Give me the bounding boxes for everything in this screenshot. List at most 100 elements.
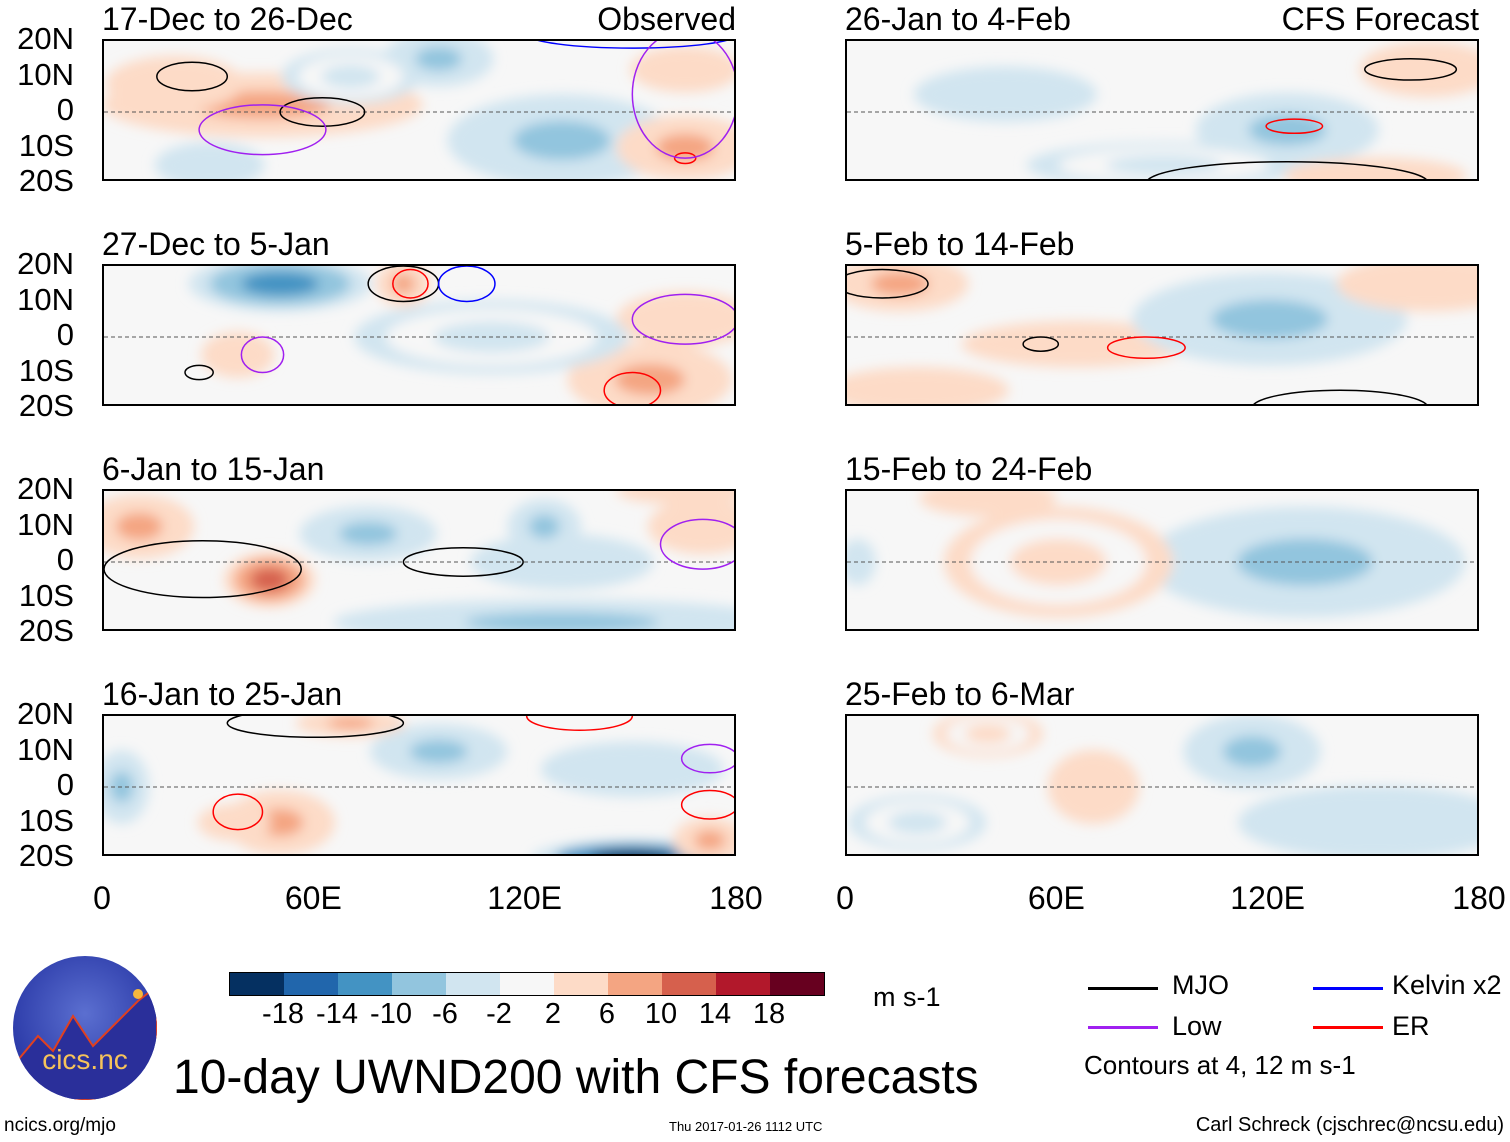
colorbar bbox=[229, 972, 825, 996]
panel-title: 27-Dec to 5-Jan bbox=[102, 226, 330, 262]
map-plot bbox=[845, 489, 1479, 631]
colorbar-tick-label: 2 bbox=[544, 998, 562, 1030]
anomaly-region bbox=[1222, 735, 1282, 768]
anomaly-region bbox=[339, 521, 398, 546]
lat-tick-label: 10N bbox=[17, 731, 74, 767]
contour-mjo bbox=[1364, 58, 1458, 81]
anomaly-region bbox=[694, 830, 726, 851]
anomaly-region bbox=[615, 363, 685, 396]
column-header: CFS Forecast bbox=[1281, 1, 1479, 37]
anomaly-region bbox=[966, 82, 1045, 106]
anomaly-region bbox=[656, 491, 715, 497]
anomaly-region bbox=[186, 155, 233, 176]
lat-tick-label: 20N bbox=[17, 246, 74, 281]
contour-er bbox=[212, 793, 264, 831]
colorbar-swatch bbox=[230, 973, 284, 995]
panel-title: 26-Jan to 4-Feb bbox=[845, 1, 1071, 37]
figure-title: 10-day UWND200 with CFS forecasts bbox=[173, 1051, 979, 1104]
colorbar-swatch bbox=[554, 973, 608, 995]
anomaly-region bbox=[241, 272, 319, 296]
anomaly-region bbox=[661, 59, 709, 80]
legend-label-er: ER bbox=[1392, 1011, 1430, 1041]
contour-kelvin-x2 bbox=[437, 266, 496, 303]
panel-title: 17-Dec to 26-Dec bbox=[102, 1, 353, 37]
map-panel: 6-Jan to 15-Jan bbox=[102, 453, 736, 631]
anomaly-region bbox=[679, 514, 727, 539]
lat-tick-label: 10S bbox=[18, 802, 74, 838]
anomaly-region bbox=[888, 810, 947, 835]
units-label: m s-1 bbox=[873, 982, 941, 1012]
anomaly-region bbox=[593, 757, 672, 781]
map-panel: 25-Feb to 6-Mar bbox=[845, 678, 1479, 856]
lon-tick-label: 180 bbox=[1452, 880, 1506, 916]
contour-mjo bbox=[104, 539, 302, 599]
anomaly-region bbox=[145, 71, 204, 96]
colorbar-swatch bbox=[662, 973, 716, 995]
anomaly-region bbox=[321, 64, 380, 89]
legend-line-er bbox=[1313, 1026, 1383, 1029]
lon-tick-label: 120E bbox=[487, 880, 563, 916]
contour-mjo bbox=[156, 61, 229, 92]
lat-tick-label: 0 bbox=[56, 542, 74, 577]
anomaly-region bbox=[1105, 155, 1223, 176]
contour-mjo bbox=[1253, 389, 1427, 404]
lat-tick-label: 0 bbox=[56, 767, 74, 802]
map-panel: 15-Feb to 24-Feb bbox=[845, 453, 1479, 631]
anomaly-region bbox=[327, 717, 374, 729]
colorbar-tick-label: -2 bbox=[486, 998, 512, 1030]
anomaly-region bbox=[222, 344, 254, 365]
anomaly-region bbox=[878, 380, 957, 401]
map-panel: 26-Jan to 4-Feb CFS Forecast bbox=[845, 3, 1479, 181]
lat-tick-label: 10N bbox=[17, 506, 74, 542]
colorbar-swatch bbox=[338, 973, 392, 995]
anomaly-region bbox=[528, 514, 560, 539]
contour-low bbox=[659, 518, 734, 570]
anomaly-region bbox=[1389, 272, 1467, 296]
anomaly-region bbox=[1211, 299, 1328, 339]
colorbar-tick-label: 6 bbox=[598, 998, 616, 1030]
cics-logo: cics.nc bbox=[13, 956, 157, 1100]
map-plot bbox=[845, 39, 1479, 181]
lat-tick-label: 20S bbox=[18, 388, 74, 423]
anomaly-region bbox=[595, 850, 669, 854]
colorbar-swatch bbox=[716, 973, 770, 995]
contour-er bbox=[392, 268, 429, 299]
map-plot bbox=[102, 714, 736, 856]
lat-tick-label: 10S bbox=[18, 127, 74, 163]
colorbar-swatch bbox=[500, 973, 554, 995]
colorbar-tick-label: 14 bbox=[698, 998, 732, 1030]
anomaly-region bbox=[256, 808, 304, 837]
map-plot bbox=[102, 39, 736, 181]
footer-url[interactable]: ncics.org/mjo bbox=[4, 1115, 116, 1136]
contour-mjo bbox=[279, 97, 366, 127]
colorbar-swatch bbox=[284, 973, 338, 995]
anomaly-region bbox=[1317, 806, 1434, 839]
lon-tick-label: 60E bbox=[284, 880, 342, 916]
anomaly-region bbox=[558, 843, 707, 854]
contour-note: Contours at 4, 12 m s-1 bbox=[1084, 1050, 1356, 1080]
anomaly-region bbox=[250, 568, 289, 592]
contour-low bbox=[631, 293, 734, 345]
contour-mjo bbox=[226, 716, 405, 739]
colorbar-tick-label: -6 bbox=[432, 998, 458, 1030]
contour-er bbox=[673, 152, 697, 165]
contour-low bbox=[198, 104, 327, 156]
legend-label-kelvin: Kelvin x2 bbox=[1392, 970, 1502, 1000]
map-panel: 27-Dec to 5-Jan bbox=[102, 228, 736, 406]
contour-kelvin-x2 bbox=[537, 41, 727, 49]
map-plot bbox=[102, 489, 736, 631]
lat-tick-label: 10N bbox=[17, 281, 74, 317]
anomaly-region bbox=[958, 491, 1017, 506]
lat-tick-label: 20S bbox=[18, 838, 74, 873]
anomaly-region bbox=[964, 723, 1012, 744]
map-panel: 5-Feb to 14-Feb bbox=[845, 228, 1479, 406]
lat-tick-label: 10N bbox=[17, 56, 74, 92]
anomaly-region bbox=[1336, 168, 1415, 179]
map-plot bbox=[845, 714, 1479, 856]
colorbar-swatch bbox=[770, 973, 824, 995]
contour-er bbox=[1265, 118, 1324, 135]
colorbar-tick-label: -10 bbox=[370, 998, 412, 1030]
contour-er bbox=[603, 371, 662, 404]
map-panel: 16-Jan to 25-Jan bbox=[102, 678, 736, 856]
contour-mjo bbox=[1022, 336, 1060, 352]
